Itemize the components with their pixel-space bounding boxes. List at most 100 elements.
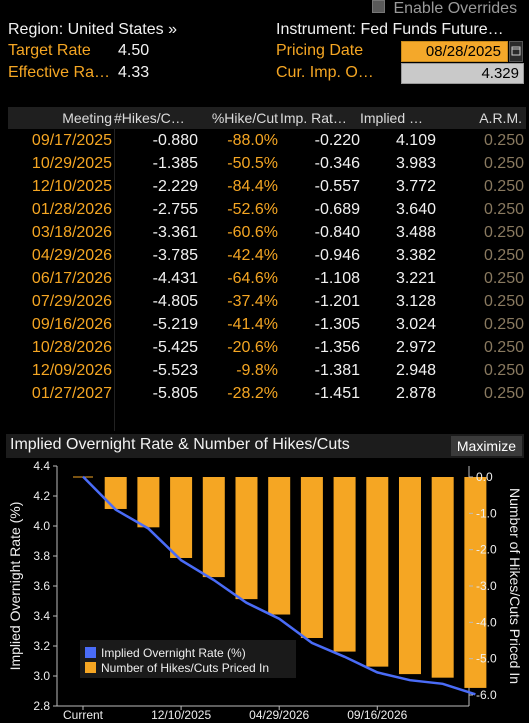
bar bbox=[366, 477, 389, 667]
cell-pct-hike: -50.5% bbox=[227, 155, 278, 172]
pricing-date-input[interactable]: 08/28/2025 bbox=[401, 41, 508, 62]
cell-meeting: 07/29/2026 bbox=[31, 293, 112, 310]
cell-implied: 3.024 bbox=[395, 316, 436, 333]
cell-meeting: 03/18/2026 bbox=[31, 224, 112, 241]
y-axis-title: Implied Overnight Rate (%) bbox=[7, 502, 23, 671]
cell-arm: 0.250 bbox=[483, 155, 524, 172]
cell-hikes: -1.385 bbox=[152, 155, 198, 172]
chart-title: Implied Overnight Rate & Number of Hikes… bbox=[10, 436, 350, 453]
cell-imp-rate: -0.220 bbox=[314, 132, 360, 149]
cell-hikes: -5.219 bbox=[152, 316, 198, 333]
cell-pct-hike: -20.6% bbox=[227, 339, 278, 356]
cell-meeting: 01/28/2026 bbox=[31, 201, 112, 218]
cell-arm: 0.250 bbox=[483, 270, 524, 287]
cell-implied: 2.972 bbox=[395, 339, 436, 356]
left-tick-label: 4.0 bbox=[33, 519, 50, 533]
cell-arm: 0.250 bbox=[483, 385, 524, 402]
cell-pct-hike: -42.4% bbox=[227, 247, 278, 264]
y-axis-title-right: Number of Hikes/Cuts Priced In bbox=[507, 488, 523, 684]
instrument-selector[interactable]: Instrument: Fed Funds Future… bbox=[276, 21, 504, 38]
table-row[interactable]: 07/29/2026 -4.805 -37.4% -1.201 3.128 0.250 bbox=[8, 292, 526, 315]
table-row[interactable]: 01/28/2026 -2.755 -52.6% -0.689 3.640 0.250 bbox=[8, 200, 526, 223]
table-row[interactable]: 10/29/2025 -1.385 -50.5% -0.346 3.983 0.250 bbox=[8, 154, 526, 177]
cell-imp-rate: -1.108 bbox=[314, 270, 360, 287]
enable-overrides-checkbox[interactable] bbox=[372, 0, 385, 13]
rate-chart: 4.4 4.2 4.0 3.8 3.6 3.4 3.2 3.0 2.8 0.0 -1.0 -2.0 -3… bbox=[7, 459, 523, 722]
bar bbox=[300, 477, 323, 638]
cell-imp-rate: -1.356 bbox=[314, 339, 360, 356]
cell-hikes: -2.229 bbox=[152, 178, 198, 195]
right-tick-label: -4.0 bbox=[476, 615, 497, 629]
cell-meeting: 10/28/2026 bbox=[31, 339, 112, 356]
cell-meeting: 12/09/2026 bbox=[31, 362, 112, 379]
cell-pct-hike: -37.4% bbox=[227, 293, 278, 310]
left-tick-label: 4.2 bbox=[33, 489, 50, 503]
col-arm[interactable]: A.R.M. bbox=[479, 110, 522, 126]
cell-arm: 0.250 bbox=[483, 178, 524, 195]
cell-arm: 0.250 bbox=[483, 132, 524, 149]
right-tick-label: -2.0 bbox=[476, 543, 497, 557]
bar bbox=[170, 477, 193, 558]
left-tick-label: 3.2 bbox=[33, 639, 50, 653]
calendar-icon[interactable] bbox=[509, 41, 523, 62]
table-row[interactable]: 10/28/2026 -5.425 -20.6% -1.356 2.972 0.250 bbox=[8, 338, 526, 361]
col-implied[interactable]: Implied … bbox=[360, 110, 424, 126]
cell-hikes: -5.805 bbox=[152, 385, 198, 402]
cell-meeting: 06/17/2026 bbox=[31, 270, 112, 287]
effective-rate-value: 4.33 bbox=[118, 64, 150, 81]
bar bbox=[202, 477, 225, 578]
table-row[interactable]: 06/17/2026 -4.431 -64.6% -1.108 3.221 0.250 bbox=[8, 269, 526, 292]
target-rate-value: 4.50 bbox=[118, 42, 150, 59]
left-tick-label: 4.4 bbox=[33, 459, 50, 473]
pricing-date-label: Pricing Date bbox=[276, 42, 364, 59]
table-row[interactable]: 04/29/2026 -3.785 -42.4% -0.946 3.382 0.250 bbox=[8, 246, 526, 269]
maximize-button[interactable]: Maximize bbox=[450, 436, 522, 456]
cur-imp-value: 4.329 bbox=[401, 63, 524, 84]
table-row[interactable]: 03/18/2026 -3.361 -60.6% -0.840 3.488 0.250 bbox=[8, 223, 526, 246]
target-rate-label: Target Rate bbox=[8, 42, 91, 59]
cell-arm: 0.250 bbox=[483, 247, 524, 264]
cell-imp-rate: -1.201 bbox=[314, 293, 360, 310]
cell-pct-hike: -28.2% bbox=[227, 385, 278, 402]
x-tick-label: Current bbox=[63, 708, 104, 722]
cell-meeting: 09/16/2026 bbox=[31, 316, 112, 333]
table-row[interactable]: 12/09/2026 -5.523 -9.8% -1.381 2.948 0.250 bbox=[8, 361, 526, 384]
cell-hikes: -5.425 bbox=[152, 339, 198, 356]
table-row[interactable]: 01/27/2027 -5.805 -28.2% -1.451 2.878 0.250 bbox=[8, 384, 526, 407]
table-row[interactable]: 09/16/2026 -5.219 -41.4% -1.305 3.024 0.250 bbox=[8, 315, 526, 338]
cell-arm: 0.250 bbox=[483, 201, 524, 218]
legend-swatch-bar bbox=[85, 662, 96, 673]
right-tick-label: -6.0 bbox=[476, 688, 497, 702]
region-selector[interactable]: Region: United States » bbox=[8, 21, 177, 38]
table-row[interactable]: 09/17/2025 -0.880 -88.0% -0.220 4.109 0.250 bbox=[8, 131, 526, 154]
series-line bbox=[82, 475, 476, 696]
cell-implied: 3.640 bbox=[395, 201, 436, 218]
table-row[interactable]: 12/10/2025 -2.229 -84.4% -0.557 3.772 0.250 bbox=[8, 177, 526, 200]
column-divider bbox=[114, 129, 115, 431]
x-tick-label: 12/10/2025 bbox=[151, 708, 211, 722]
cell-imp-rate: -0.946 bbox=[314, 247, 360, 264]
cur-imp-label: Cur. Imp. O… bbox=[276, 64, 374, 81]
col-imp-rate[interactable]: Imp. Rat… bbox=[280, 110, 347, 126]
cell-arm: 0.250 bbox=[483, 362, 524, 379]
cell-pct-hike: -9.8% bbox=[236, 362, 278, 379]
cell-arm: 0.250 bbox=[483, 293, 524, 310]
cell-arm: 0.250 bbox=[483, 224, 524, 241]
right-tick-label: -5.0 bbox=[476, 652, 497, 666]
legend-box bbox=[80, 640, 296, 678]
legend-swatch-line bbox=[85, 647, 96, 658]
cell-implied: 2.948 bbox=[395, 362, 436, 379]
cell-implied: 3.221 bbox=[395, 270, 436, 287]
cell-hikes: -3.361 bbox=[152, 224, 198, 241]
left-tick-label: 3.4 bbox=[33, 609, 50, 623]
cell-imp-rate: -1.305 bbox=[314, 316, 360, 333]
bar bbox=[464, 477, 487, 688]
col-meeting[interactable]: Meeting bbox=[62, 110, 112, 126]
cell-meeting: 04/29/2026 bbox=[31, 247, 112, 264]
col-hikes[interactable]: #Hikes/C… bbox=[114, 110, 185, 126]
cell-pct-hike: -41.4% bbox=[227, 316, 278, 333]
col-pct-hike[interactable]: %Hike/Cut bbox=[211, 110, 278, 126]
cell-implied: 2.878 bbox=[395, 385, 436, 402]
enable-overrides[interactable]: Enable Overrides bbox=[372, 0, 517, 18]
cell-implied: 3.382 bbox=[395, 247, 436, 264]
